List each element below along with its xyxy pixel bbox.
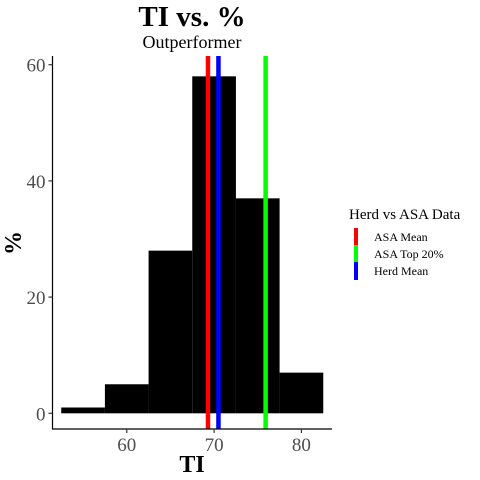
y-tick-label: 60: [27, 56, 46, 77]
x-ticks-group: 60 70 80: [117, 429, 311, 456]
legend-label-1: ASA Mean: [374, 230, 428, 244]
x-axis-label: TI: [179, 452, 204, 478]
legend-key-1: [354, 228, 358, 246]
histogram-bar-5: [235, 198, 280, 414]
histogram-bar-4: [192, 76, 236, 414]
x-tick-label: 80: [292, 435, 311, 456]
x-tick-label: 70: [205, 435, 224, 456]
chart-title: TI vs. %: [138, 1, 245, 33]
y-ticks-group: 0 20 40 60: [27, 56, 53, 425]
y-tick-label: 20: [27, 288, 46, 309]
histogram-bar-3: [148, 250, 193, 414]
y-axis-label: %: [1, 231, 27, 255]
legend: Herd vs ASA Data ASA Mean ASA Top 20% Herd…: [349, 207, 461, 280]
histogram-bar-2: [104, 384, 149, 414]
histogram-bar-6: [279, 372, 324, 414]
legend-label-3: Herd Mean: [374, 264, 428, 278]
legend-label-2: ASA Top 20%: [374, 247, 444, 261]
reference-lines-group: [205, 56, 268, 429]
x-tick-label: 60: [117, 435, 136, 456]
histogram-bar-1: [61, 407, 105, 414]
y-tick-label: 40: [27, 172, 46, 193]
bars-group: [61, 76, 324, 414]
legend-key-2: [354, 245, 358, 263]
legend-entries: ASA Mean ASA Top 20% Herd Mean: [354, 228, 444, 280]
chart-subtitle: Outperformer: [143, 32, 242, 52]
legend-key-3: [354, 262, 358, 280]
y-tick-label: 0: [36, 404, 46, 425]
legend-title: Herd vs ASA Data: [349, 207, 461, 223]
